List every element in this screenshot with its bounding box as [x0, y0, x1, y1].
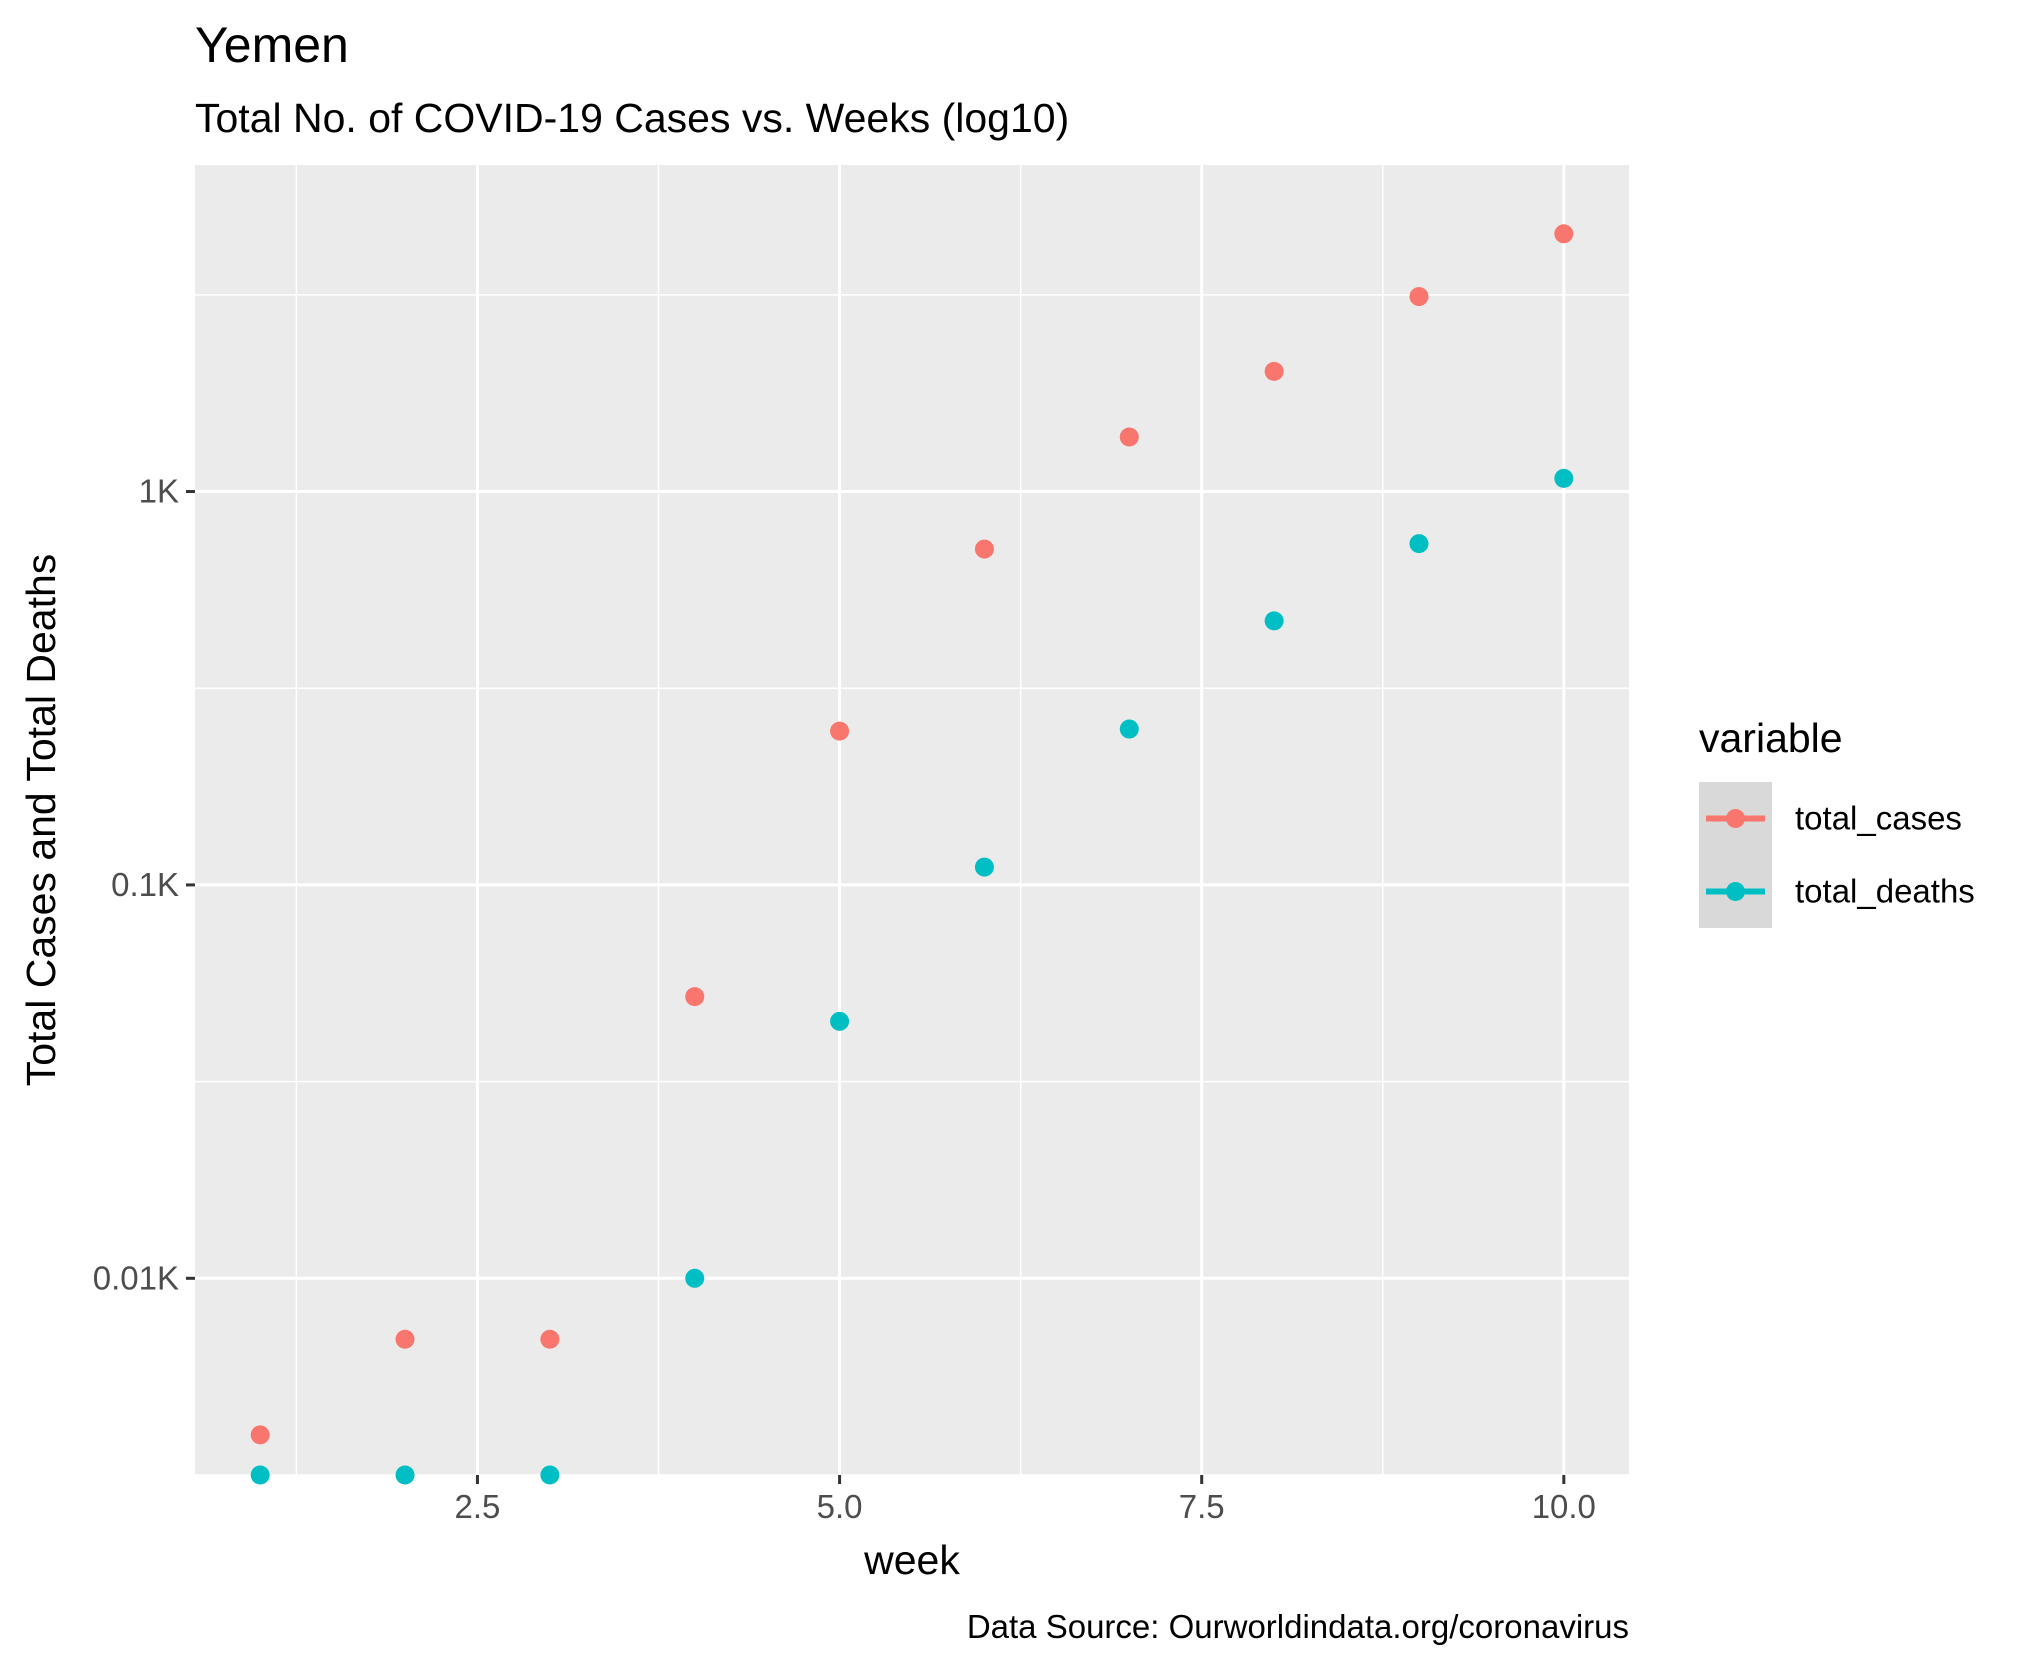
legend-label-total_cases: total_cases: [1795, 800, 1962, 837]
point-total_deaths: [1554, 468, 1574, 488]
grid-major: [195, 165, 1629, 1475]
data-source-caption: Data Source: Ourworldindata.org/coronavi…: [967, 1608, 1629, 1645]
point-total_deaths: [250, 1465, 270, 1485]
y-axis: 0.01K 0.1K 1K: [93, 473, 195, 1296]
point-total_deaths: [540, 1465, 560, 1485]
legend-key-background: [1699, 782, 1772, 928]
chart-subtitle: Total No. of COVID-19 Cases vs. Weeks (l…: [195, 95, 1069, 141]
point-total_cases: [1119, 427, 1139, 447]
y-tick-label: 0.01K: [93, 1259, 179, 1296]
chart-title: Yemen: [195, 17, 349, 73]
point-total_cases: [1409, 287, 1429, 307]
point-total_cases: [250, 1425, 270, 1445]
legend: variable total_cases total_deaths: [1699, 715, 1975, 928]
y-axis-title: Total Cases and Total Deaths: [18, 554, 64, 1087]
legend-title: variable: [1699, 715, 1843, 761]
x-axis-title: week: [863, 1537, 960, 1583]
point-total_deaths: [830, 1011, 850, 1031]
point-total_deaths: [1119, 719, 1139, 739]
y-tick-label: 1K: [139, 473, 179, 510]
legend-label-total_deaths: total_deaths: [1795, 873, 1975, 910]
point-total_cases: [685, 987, 705, 1007]
x-tick-label: 5.0: [817, 1488, 863, 1525]
x-axis: 2.5 5.0 7.5 10.0: [455, 1475, 1596, 1525]
point-total_deaths: [1264, 611, 1284, 631]
point-total_cases: [830, 721, 850, 741]
legend-key-point-total_deaths: [1726, 882, 1745, 901]
point-total_cases: [540, 1329, 560, 1349]
point-total_deaths: [685, 1268, 705, 1288]
x-tick-label: 2.5: [455, 1488, 501, 1525]
y-tick-label: 0.1K: [111, 866, 179, 903]
plot-panel: [195, 165, 1629, 1475]
grid-minor: [195, 165, 1629, 1476]
point-total_cases: [1264, 361, 1284, 381]
point-total_cases: [974, 539, 994, 559]
x-tick-label: 7.5: [1179, 1488, 1225, 1525]
x-tick-label: 10.0: [1532, 1488, 1596, 1525]
point-total_cases: [395, 1329, 415, 1349]
legend-key-point-total_cases: [1726, 809, 1745, 828]
point-total_deaths: [974, 857, 994, 877]
point-total_deaths: [1409, 534, 1429, 554]
point-total_cases: [1554, 224, 1574, 244]
point-total_deaths: [395, 1465, 415, 1485]
data-points: [250, 224, 1574, 1485]
